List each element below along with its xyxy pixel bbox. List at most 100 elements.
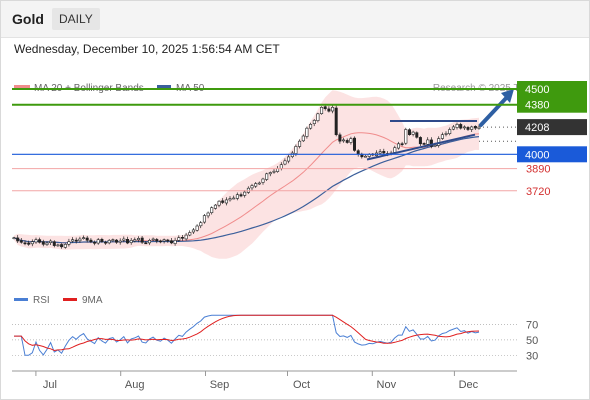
support-label: 3720 — [526, 186, 550, 198]
candle-down — [323, 106, 327, 109]
candle-up — [199, 222, 203, 227]
legend-swatch-9ma — [63, 298, 77, 301]
candle-down — [327, 108, 331, 112]
legend-swatch-ma50 — [157, 85, 171, 89]
pivot-label-box — [517, 146, 587, 163]
candle-up — [243, 191, 247, 196]
candle-down — [27, 242, 31, 245]
candle-up — [45, 242, 49, 245]
candle-up — [191, 229, 195, 233]
candle-up — [283, 160, 287, 165]
candle-up — [206, 212, 210, 217]
rsi-plot: 70 50 30 — [12, 314, 538, 362]
candle-up — [34, 239, 38, 243]
candle-up — [448, 129, 452, 134]
candle-down — [126, 239, 130, 244]
candle-up — [451, 126, 455, 130]
legend-label-9ma: 9MA — [82, 295, 103, 306]
candle-up — [316, 113, 320, 122]
target-label-box — [517, 81, 587, 97]
candle-up — [426, 139, 430, 145]
candle-up — [228, 198, 232, 201]
candle-up — [71, 239, 75, 242]
candle-up — [444, 133, 448, 135]
rsi-tick-label: 30 — [526, 350, 538, 362]
candle-down — [473, 126, 477, 129]
candle-up — [305, 127, 309, 137]
rsi-tick-label: 50 — [526, 335, 538, 347]
candle-up — [320, 107, 324, 115]
x-tick-label-aug: Aug — [125, 379, 145, 391]
candle-up — [107, 240, 111, 244]
target-label-box — [517, 96, 587, 113]
timestamp: Wednesday, December 10, 2025 1:56:54 AM … — [14, 42, 280, 56]
target-label: 4500 — [525, 84, 549, 96]
bollinger-band — [14, 90, 479, 259]
candle-up — [129, 240, 133, 243]
candle-up — [250, 185, 254, 189]
legend-swatch-rsi — [14, 298, 28, 301]
candle-up — [177, 237, 181, 241]
candle-up — [257, 182, 261, 185]
rsi-line — [14, 314, 480, 356]
candle-down — [466, 127, 470, 130]
candle-down — [221, 200, 225, 203]
candle-down — [140, 237, 144, 243]
candle-down — [418, 137, 422, 145]
candle-up — [63, 244, 67, 248]
candle-down — [170, 240, 174, 244]
candle-down — [144, 242, 148, 245]
candle-down — [100, 239, 104, 242]
candle-up — [213, 204, 217, 209]
candle-down — [407, 129, 411, 135]
candle-up — [210, 207, 214, 213]
candle-down — [345, 140, 349, 143]
candle-up — [261, 178, 265, 183]
candle-up — [148, 240, 152, 244]
candle-up — [309, 124, 313, 129]
candle-up — [433, 144, 437, 147]
target-arrow-shaft — [479, 93, 511, 127]
candle-down — [382, 151, 386, 154]
candle-up — [393, 147, 397, 153]
candle-up — [232, 197, 236, 200]
candle-up — [349, 138, 353, 143]
candle-up — [162, 239, 166, 242]
candle-up — [455, 124, 459, 128]
candle-up — [331, 107, 335, 112]
candle-up — [96, 239, 100, 244]
candle-up — [272, 170, 276, 173]
candle-down — [334, 107, 338, 136]
candle-down — [155, 239, 159, 242]
candle-down — [60, 244, 64, 248]
candle-up — [202, 215, 206, 223]
candle-up — [184, 234, 188, 240]
candle-up — [12, 237, 16, 239]
candle-down — [356, 150, 360, 155]
candle-up — [118, 240, 122, 243]
candle-up — [440, 134, 444, 139]
candle-up — [133, 239, 137, 242]
x-tick-label-oct: Oct — [293, 379, 310, 391]
candle-up — [279, 164, 283, 169]
candle-down — [16, 237, 20, 242]
support-trendline — [366, 133, 476, 161]
x-axis: Jul Aug Sep Oct Nov Dec — [35, 371, 479, 391]
candle-up — [195, 225, 199, 231]
candle-up — [254, 183, 258, 187]
candle-up — [462, 126, 466, 129]
timeframe-button[interactable]: DAILY — [52, 8, 100, 30]
target-label: 4380 — [525, 100, 549, 112]
candle-up — [67, 241, 71, 245]
candle-up — [396, 143, 400, 149]
candle-down — [352, 137, 356, 151]
x-tick-label-jul: Jul — [43, 379, 57, 391]
candle-up — [246, 187, 250, 193]
rsi-legend: RSI 9MA — [14, 295, 103, 306]
candle-down — [400, 143, 404, 145]
candle-down — [104, 241, 108, 244]
candle-up — [173, 240, 177, 244]
candle-up — [217, 200, 221, 206]
candle-down — [74, 239, 78, 242]
